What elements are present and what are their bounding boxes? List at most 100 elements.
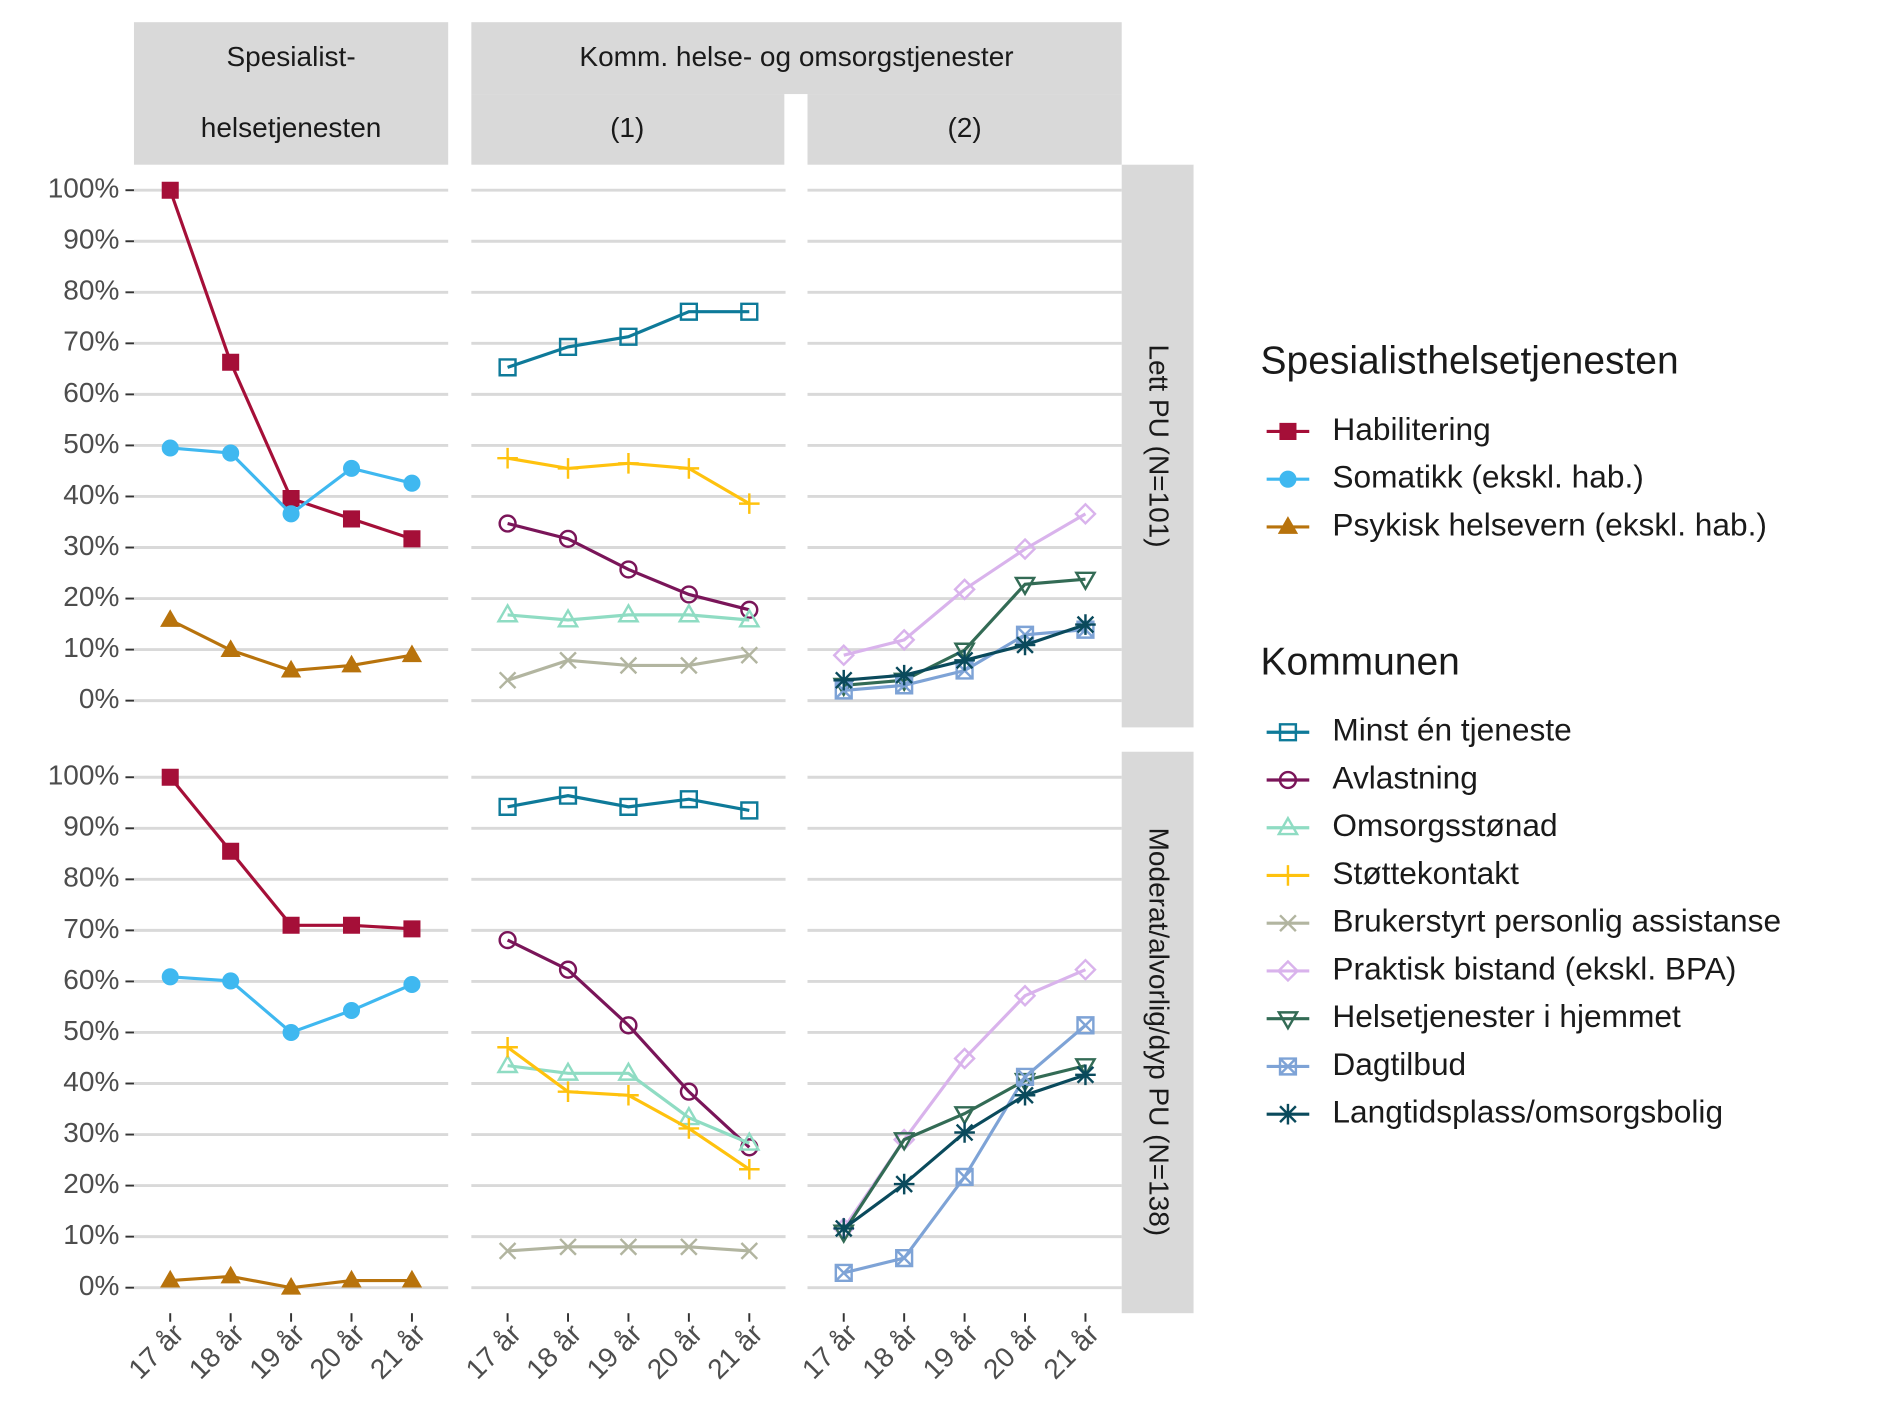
data-point xyxy=(618,1084,639,1106)
data-point xyxy=(222,972,240,990)
data-point xyxy=(738,1131,761,1151)
data-point xyxy=(342,459,361,477)
data-point xyxy=(160,1269,181,1288)
series-line xyxy=(507,613,750,622)
data-point xyxy=(496,1053,519,1074)
y-tick-label: 100% xyxy=(48,173,120,204)
data-point xyxy=(1075,614,1096,635)
series-line xyxy=(507,653,750,682)
x-tick-label: 20 år xyxy=(977,1318,1044,1385)
data-point xyxy=(1013,576,1037,597)
data-point xyxy=(342,1002,361,1019)
data-point xyxy=(895,1248,914,1268)
data-point xyxy=(161,968,179,986)
data-point xyxy=(1074,1058,1097,1078)
data-point xyxy=(1014,634,1036,656)
data-point xyxy=(619,327,638,346)
strip xyxy=(807,94,1122,165)
series-line xyxy=(169,776,413,931)
data-point xyxy=(161,768,179,786)
data-point xyxy=(498,514,517,533)
legend-title: Kommunen xyxy=(1261,640,1460,683)
x-tick-label: 21 år xyxy=(701,1318,768,1385)
data-point xyxy=(1074,502,1097,526)
y-tick-label: 0% xyxy=(79,683,119,714)
data-point xyxy=(222,353,240,371)
data-point xyxy=(498,797,517,816)
strip-label: (2) xyxy=(947,112,981,143)
data-point xyxy=(498,358,517,377)
data-point xyxy=(558,529,578,548)
legend-marker xyxy=(1276,959,1300,983)
data-point xyxy=(1074,571,1097,592)
y-tick-label: 10% xyxy=(63,632,119,663)
legend-label: Støttekontakt xyxy=(1332,855,1519,891)
strip xyxy=(1121,164,1194,728)
data-point xyxy=(1015,1067,1035,1087)
strip-label: Spesialist- xyxy=(226,41,355,72)
data-point xyxy=(220,1265,241,1284)
data-point xyxy=(342,916,361,934)
data-point xyxy=(222,842,240,860)
series-line xyxy=(507,521,750,612)
data-point xyxy=(739,493,760,514)
data-point xyxy=(1074,958,1097,981)
legend-label: Avlastning xyxy=(1332,759,1477,795)
legend-marker xyxy=(1277,516,1299,534)
data-point xyxy=(617,602,640,623)
data-point xyxy=(954,650,975,671)
x-tick-label: 18 år xyxy=(856,1318,923,1385)
legend-label: Omsorgsstønad xyxy=(1332,807,1557,843)
series-line xyxy=(506,938,751,1149)
x-tick-label: 19 år xyxy=(581,1318,648,1385)
data-point xyxy=(679,790,699,809)
x-tick-label: 17 år xyxy=(796,1318,863,1385)
data-point xyxy=(740,801,759,820)
x-tick-label: 21 år xyxy=(1038,1318,1105,1385)
legend-marker xyxy=(1278,723,1298,742)
legend-label: Habilitering xyxy=(1332,411,1490,447)
data-point xyxy=(497,1036,518,1058)
y-tick-label: 30% xyxy=(63,530,119,561)
legend-marker xyxy=(1277,865,1299,886)
data-point xyxy=(403,920,421,938)
data-point xyxy=(739,1158,760,1180)
x-tick-label: 20 år xyxy=(304,1318,371,1385)
legend-label: Brukerstyrt personlig assistanse xyxy=(1332,903,1781,939)
data-point xyxy=(559,651,577,670)
legend-marker xyxy=(1279,914,1297,932)
data-point xyxy=(498,671,517,689)
data-point xyxy=(677,602,701,623)
y-tick-label: 10% xyxy=(63,1219,119,1250)
data-point xyxy=(833,669,855,691)
series-line xyxy=(842,1064,1086,1233)
data-point xyxy=(280,1276,302,1295)
data-point xyxy=(161,181,179,199)
y-tick-label: 80% xyxy=(63,275,119,306)
y-tick-label: 90% xyxy=(63,224,119,255)
data-point xyxy=(740,1242,759,1260)
series-line xyxy=(842,968,1087,1230)
y-tick-label: 60% xyxy=(63,377,119,408)
data-point xyxy=(222,444,240,462)
x-tick-label: 21 år xyxy=(364,1318,431,1385)
legend-marker xyxy=(1276,1011,1300,1031)
data-point xyxy=(282,505,300,523)
legend-label: Psykisk helsevern (ekskl. hab.) xyxy=(1332,506,1767,542)
data-point xyxy=(1013,984,1037,1007)
data-point xyxy=(679,585,699,604)
y-tick-label: 90% xyxy=(63,811,119,842)
data-point xyxy=(953,1047,976,1070)
data-point xyxy=(893,664,915,686)
legend-label: Dagtilbud xyxy=(1332,1046,1466,1082)
data-point xyxy=(282,916,300,934)
legend-label: Somatikk (ekskl. hab.) xyxy=(1332,459,1643,495)
data-point xyxy=(559,1238,577,1256)
y-tick-label: 70% xyxy=(63,913,119,944)
legend-label: Praktisk bistand (ekskl. BPA) xyxy=(1332,950,1736,986)
y-tick-label: 70% xyxy=(63,326,119,357)
series-line xyxy=(507,1064,750,1145)
data-point xyxy=(953,642,976,663)
strip-label: helsetjenesten xyxy=(201,112,382,143)
data-point xyxy=(556,608,580,628)
